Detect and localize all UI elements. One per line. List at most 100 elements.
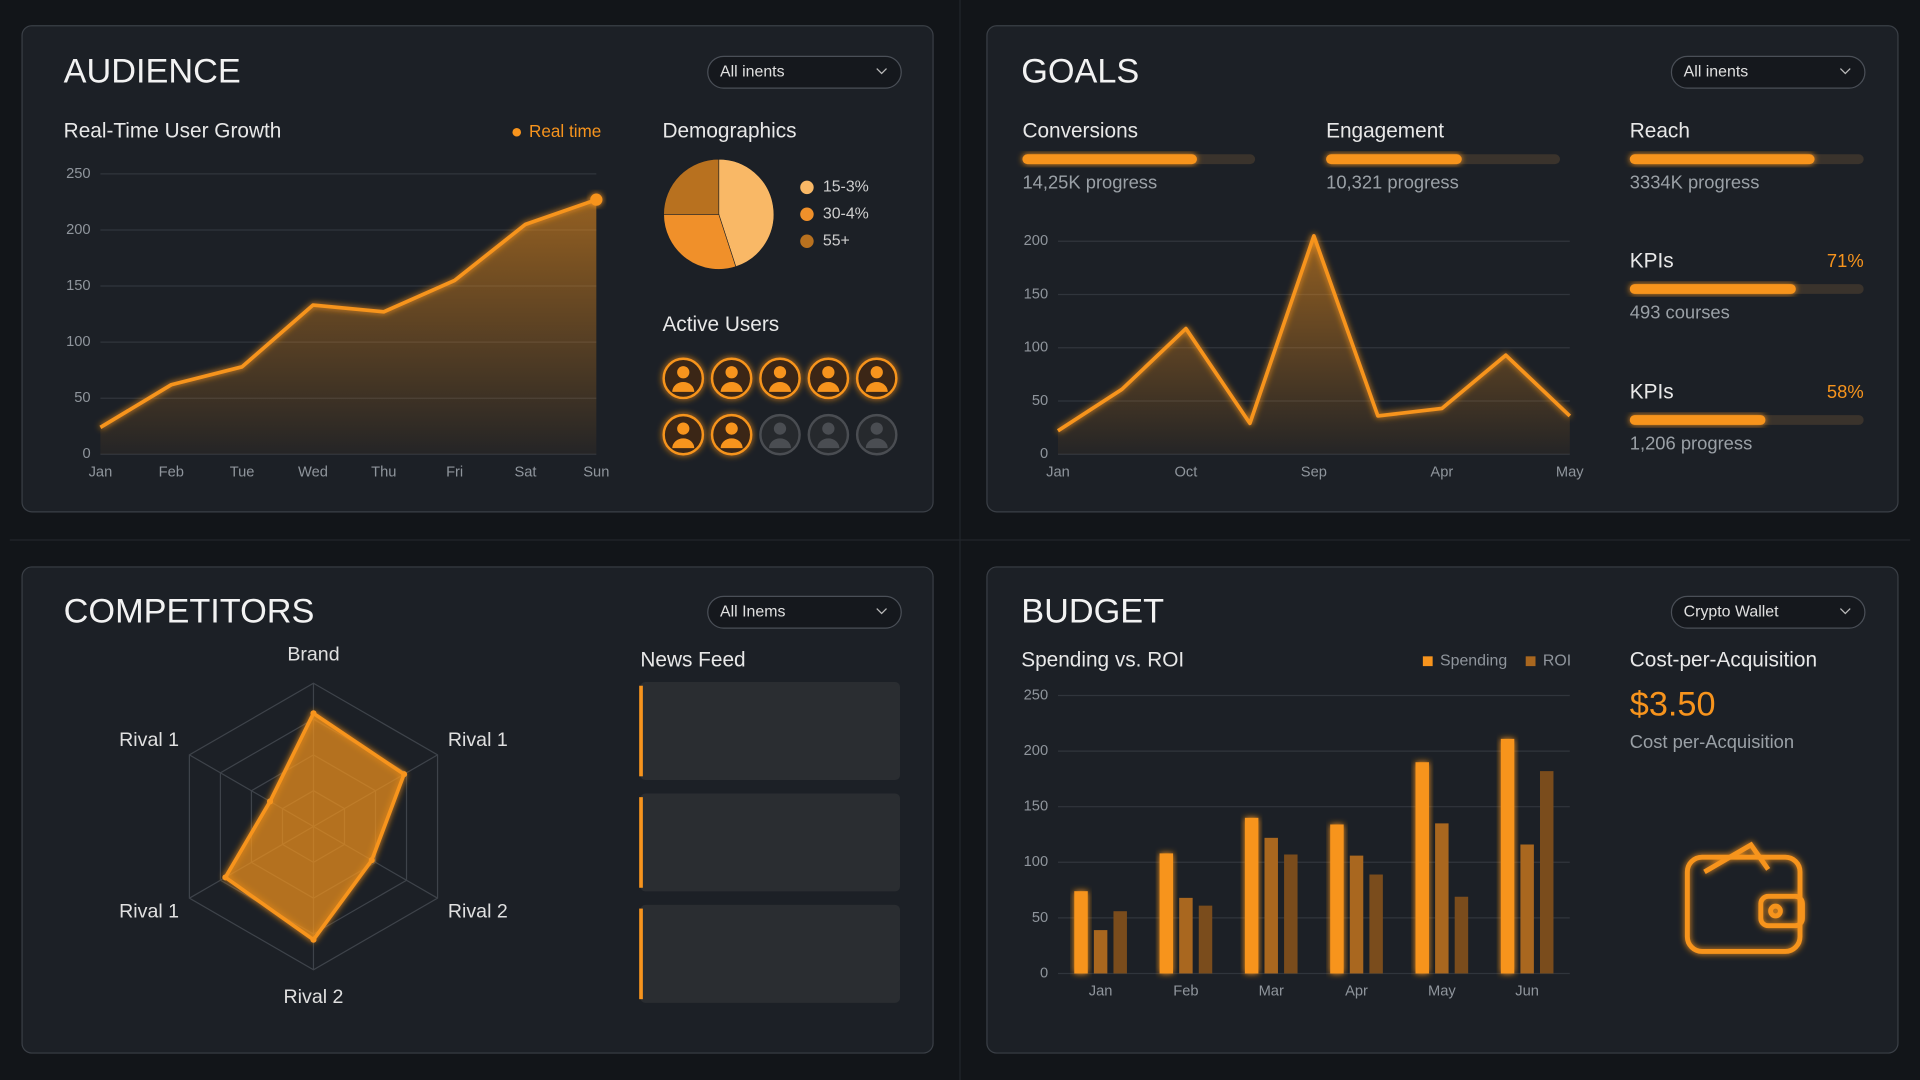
legend-label: 15-3%	[823, 179, 869, 196]
dropdown[interactable]: All Inems	[707, 595, 902, 629]
dropdown[interactable]: Crypto Wallet	[1670, 595, 1866, 629]
legend-dot	[512, 127, 522, 137]
section-title: Active Users	[662, 313, 779, 336]
radar-point	[266, 798, 274, 805]
y-tick-label: 200	[1024, 743, 1049, 759]
panel	[986, 566, 1899, 1054]
user-icon	[855, 413, 898, 456]
bar	[1349, 855, 1364, 974]
panel-title: AUDIENCE	[64, 53, 241, 91]
y-tick-label: 100	[1024, 854, 1049, 870]
y-tick-label: 150	[1024, 799, 1049, 815]
chart-title: Spending vs. ROI	[1021, 649, 1184, 672]
dropdown[interactable]: All inents	[707, 55, 902, 89]
radar-label: Rival 1	[119, 729, 179, 751]
bar	[1244, 817, 1259, 974]
x-tick-label: Apr	[1430, 465, 1453, 481]
pie-slice	[663, 213, 737, 270]
legend-swatch	[1525, 656, 1536, 667]
dropdown[interactable]: All inents	[1670, 55, 1866, 89]
user-body	[817, 438, 840, 449]
bar	[1074, 891, 1088, 974]
user-head	[822, 366, 835, 379]
bar	[1159, 853, 1174, 974]
radar-point	[310, 936, 317, 943]
x-tick-label: Sat	[514, 465, 536, 481]
bar	[1330, 824, 1344, 974]
wallet-icon	[1684, 841, 1805, 954]
chevron[interactable]	[1839, 68, 1851, 75]
dropdown-label[interactable]: All Inems	[720, 603, 785, 620]
bar	[1198, 905, 1213, 974]
radar-label: Rival 2	[448, 900, 508, 922]
bar	[1500, 738, 1515, 974]
progress-fill	[1629, 154, 1815, 165]
wallet-card	[1703, 841, 1771, 874]
x-tick-label: Sep	[1301, 465, 1327, 481]
radar-point	[400, 771, 408, 778]
user-body	[720, 438, 743, 449]
x-tick-label: Mar	[1259, 984, 1284, 1000]
card-accent	[639, 908, 643, 1000]
x-tick-label: Jan	[1046, 465, 1070, 481]
dropdown-label[interactable]: Crypto Wallet	[1684, 603, 1779, 620]
y-tick-label: 150	[1024, 286, 1049, 302]
dropdown-label[interactable]: All inents	[720, 63, 785, 80]
dropdown-box[interactable]	[1670, 55, 1866, 89]
legend-label: ROI	[1543, 652, 1571, 669]
user-head	[725, 366, 738, 379]
y-tick-label: 0	[1040, 446, 1048, 462]
news-card[interactable]	[639, 904, 900, 1003]
radar-point	[310, 710, 317, 717]
x-tick-label: Tue	[230, 465, 255, 481]
card[interactable]	[640, 682, 900, 780]
chevron[interactable]	[876, 68, 887, 75]
bar	[1179, 897, 1193, 974]
progress-name: KPIs	[1630, 381, 1674, 404]
radar-point	[368, 857, 375, 864]
user-body	[817, 382, 840, 392]
panel-title: BUDGET	[1021, 593, 1164, 631]
y-tick-label: 100	[1024, 340, 1049, 356]
user-body	[865, 382, 888, 392]
x-tick-label: Thu	[371, 465, 396, 481]
user-icon	[807, 413, 850, 456]
radar-label: Rival 2	[284, 986, 344, 1008]
user-ring	[855, 357, 898, 400]
user-body	[865, 438, 888, 449]
dropdown-box[interactable]	[707, 55, 902, 89]
card[interactable]	[640, 904, 900, 1003]
x-tick-label: Feb	[159, 465, 184, 481]
bar	[1284, 854, 1298, 974]
pie-slice	[718, 158, 775, 268]
news-card[interactable]	[639, 682, 900, 780]
bar	[1093, 930, 1108, 974]
dropdown-label[interactable]: All inents	[1684, 63, 1749, 80]
user-body	[768, 438, 792, 449]
progress-value: 58%	[1827, 381, 1864, 402]
dropdown-box[interactable]	[1670, 595, 1866, 629]
card-accent	[639, 685, 643, 777]
y-tick-label: 50	[1032, 393, 1048, 409]
user-head	[870, 366, 883, 379]
chevron[interactable]	[876, 608, 887, 615]
end-point	[590, 193, 603, 206]
legend-label: Real time	[529, 121, 601, 141]
radar-label: Brand	[287, 643, 339, 665]
card[interactable]	[640, 793, 900, 892]
user-icon	[710, 413, 753, 456]
x-tick-label: Wed	[298, 465, 328, 481]
news-card[interactable]	[639, 793, 900, 892]
progress-value: 71%	[1827, 250, 1864, 271]
progress-fill	[1629, 284, 1796, 294]
radar-label: Rival 1	[448, 729, 508, 751]
user-icon	[759, 413, 801, 456]
bar	[1454, 896, 1469, 974]
user-icon	[710, 357, 753, 400]
dropdown-box[interactable]	[707, 595, 902, 629]
chart-title: Demographics	[662, 120, 796, 143]
y-tick-label: 250	[66, 166, 91, 182]
chevron[interactable]	[1839, 608, 1851, 615]
x-tick-label: May	[1556, 465, 1584, 481]
bar	[1520, 844, 1534, 974]
